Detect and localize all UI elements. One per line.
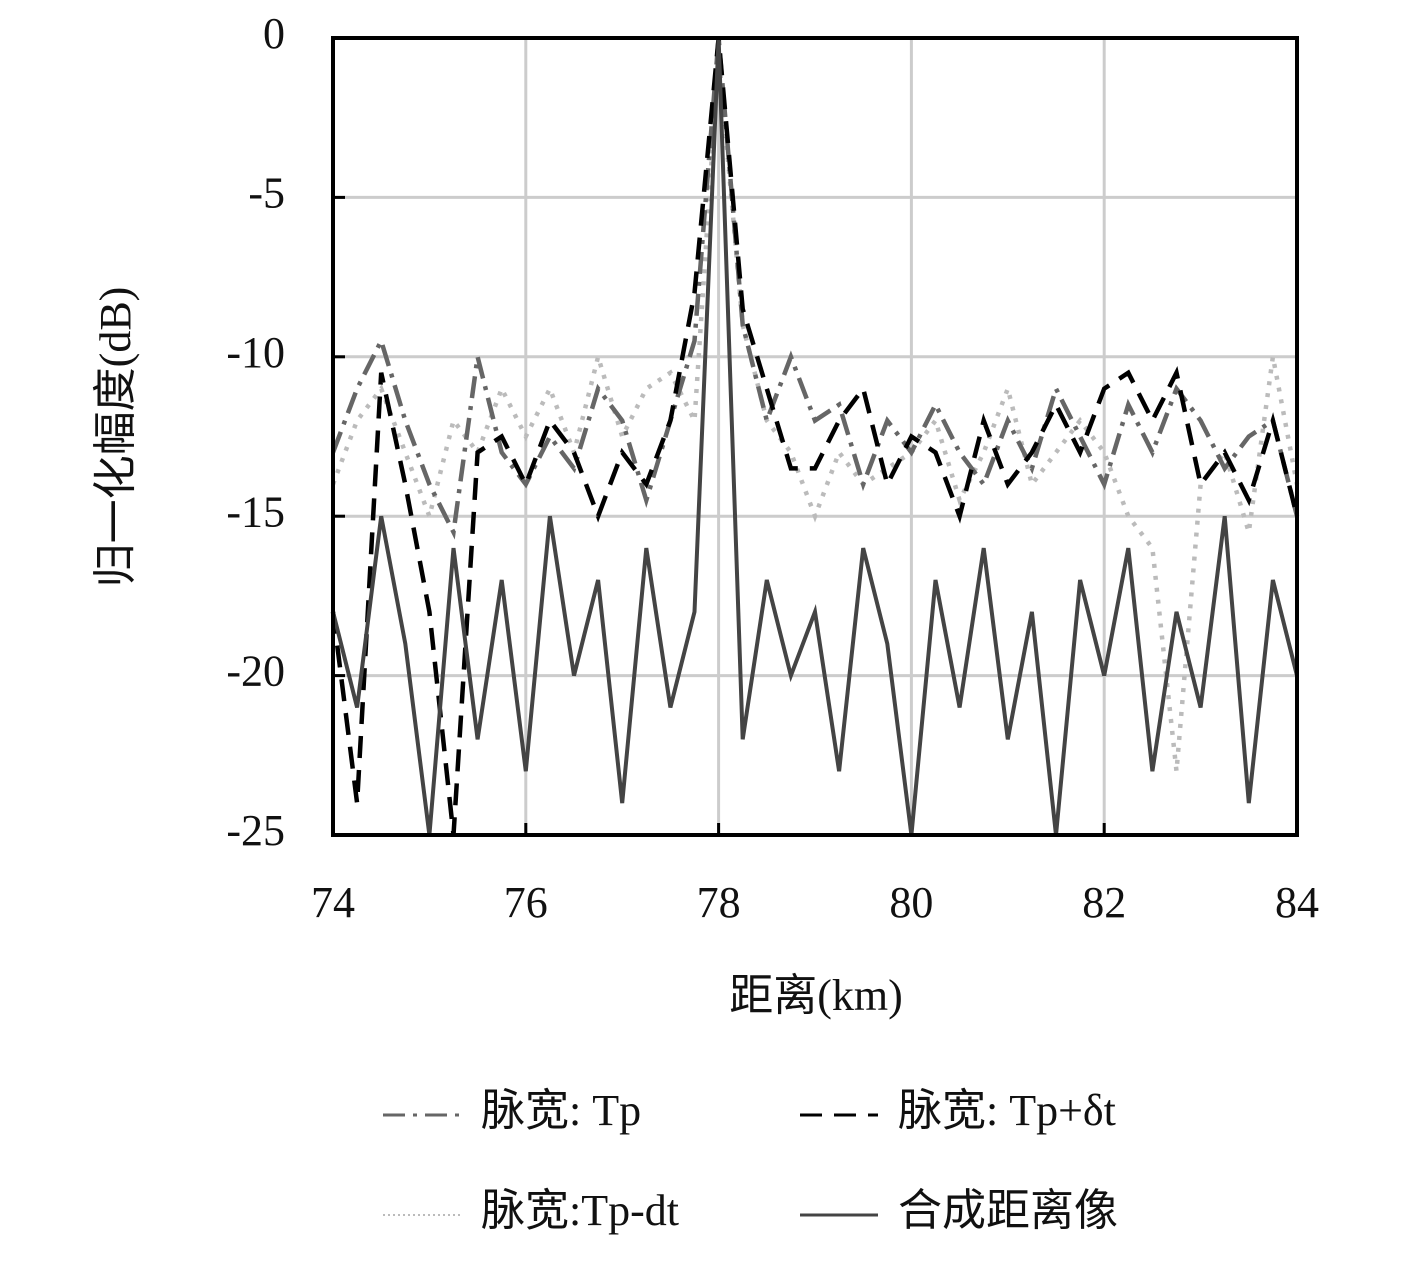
series-line <box>331 37 1299 836</box>
x-tick-label: 76 <box>504 878 548 927</box>
x-tick-label: 84 <box>1275 878 1319 927</box>
y-tick-label: -5 <box>248 168 285 217</box>
x-axis-label: 距离(km) <box>729 971 903 1020</box>
legend-label: 脉宽: Tp <box>481 1086 641 1135</box>
y-tick-label: -20 <box>226 647 285 696</box>
plot-background <box>333 38 1297 835</box>
x-tick-label: 78 <box>697 878 741 927</box>
y-tick-label: -10 <box>226 328 285 377</box>
y-tick-label: 0 <box>263 9 285 58</box>
y-tick-label: -25 <box>226 806 285 855</box>
y-axis-label: 归一化幅度(dB) <box>91 287 140 588</box>
series-line <box>330 37 1300 836</box>
legend-label: 脉宽:Tp-dt <box>481 1186 679 1235</box>
x-tick-label: 80 <box>889 878 933 927</box>
plot-frame <box>331 36 1299 837</box>
legend-label: 合成距离像 <box>898 1186 1118 1235</box>
y-tick-label: -15 <box>226 487 285 536</box>
legend-label: 脉宽: Tp+δt <box>898 1086 1116 1135</box>
series-line <box>330 37 1300 540</box>
series-line <box>330 53 1300 772</box>
x-tick-label: 82 <box>1082 878 1126 927</box>
x-tick-label: 74 <box>311 878 355 927</box>
